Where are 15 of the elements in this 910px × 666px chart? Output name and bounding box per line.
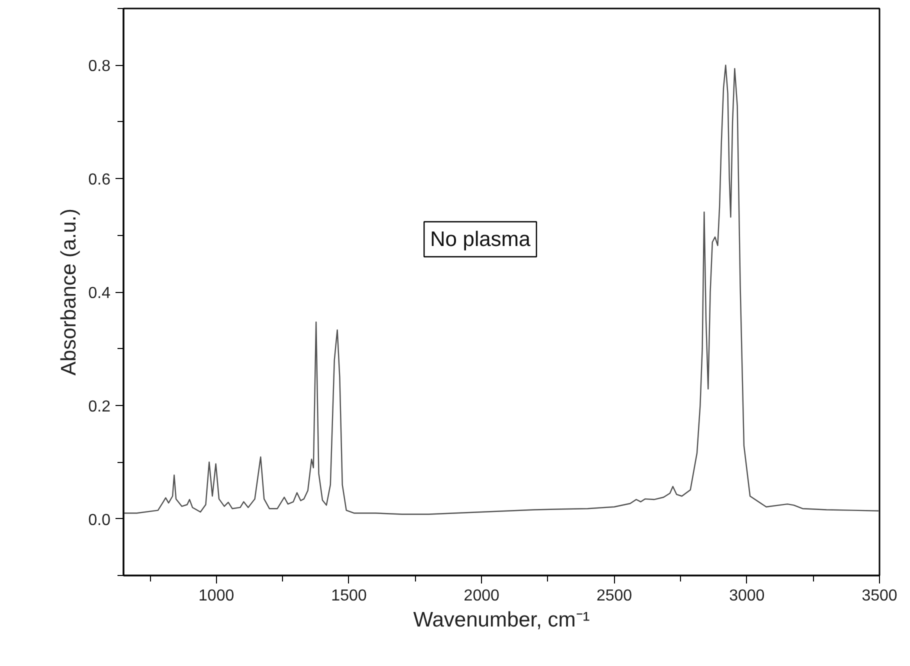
y-tick-label: 0.2: [88, 398, 111, 416]
x-tick-label: 1000: [198, 588, 234, 604]
y-tick-label: 0.6: [88, 172, 111, 189]
x-tick-label: 1500: [331, 588, 367, 604]
x-tick-label: 3000: [729, 588, 765, 604]
x-axis-title: Wavenumber, cm⁻¹: [413, 608, 590, 632]
y-axis-title: Absorbance (a.u.): [57, 208, 80, 376]
x-tick-label: 3500: [862, 588, 898, 604]
y-tick-label: 0.0: [88, 512, 111, 529]
x-tick-label: 2000: [464, 588, 500, 604]
line-series: [124, 64, 880, 515]
x-tick-label: 2500: [596, 588, 632, 604]
annotation: No plasma: [430, 228, 531, 251]
y-tick-label: 0.4: [88, 285, 111, 302]
y-tick-label: 0.8: [88, 58, 111, 76]
